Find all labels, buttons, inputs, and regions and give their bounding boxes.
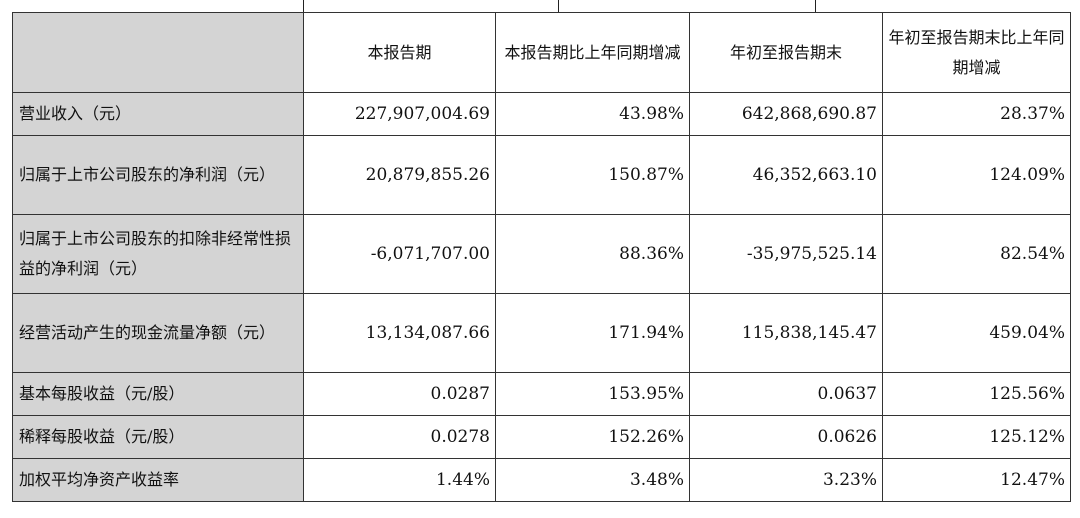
cell-ytd-yoy-change: 12.47% [882,458,1071,502]
cell-current-yoy-change: 152.26% [495,415,690,459]
row-label: 归属于上市公司股东的扣除非经常性损益的净利润（元） [12,214,304,294]
cell-current-yoy-change: 43.98% [495,92,690,136]
header-year-to-date: 年初至报告期末 [689,12,883,93]
table-row: 经营活动产生的现金流量净额（元） 13,134,087.66 171.94% 1… [12,293,1071,373]
table-row: 归属于上市公司股东的扣除非经常性损益的净利润（元） -6,071,707.00 … [12,214,1071,294]
header-current-period: 本报告期 [303,12,496,93]
cell-year-to-date: 46,352,663.10 [689,135,883,215]
cell-current-period: 0.0287 [303,372,496,416]
table-row: 加权平均净资产收益率 1.44% 3.48% 3.23% 12.47% [12,458,1071,502]
cell-current-yoy-change: 171.94% [495,293,690,373]
cell-ytd-yoy-change: 125.56% [882,372,1071,416]
cell-current-yoy-change: 153.95% [495,372,690,416]
tick-mark [558,0,559,12]
cell-year-to-date: 642,868,690.87 [689,92,883,136]
cell-current-yoy-change: 150.87% [495,135,690,215]
tick-mark [815,0,816,12]
table-row: 稀释每股收益（元/股） 0.0278 152.26% 0.0626 125.12… [12,415,1071,459]
cell-year-to-date: 0.0626 [689,415,883,459]
cell-current-period: 20,879,855.26 [303,135,496,215]
cell-year-to-date: 0.0637 [689,372,883,416]
cell-year-to-date: -35,975,525.14 [689,214,883,294]
header-corner [12,12,304,93]
table-row: 归属于上市公司股东的净利润（元） 20,879,855.26 150.87% 4… [12,135,1071,215]
row-label: 营业收入（元） [12,92,304,136]
cell-current-period: 13,134,087.66 [303,293,496,373]
tick-mark [303,0,304,12]
cell-ytd-yoy-change: 124.09% [882,135,1071,215]
cell-year-to-date: 115,838,145.47 [689,293,883,373]
cell-ytd-yoy-change: 82.54% [882,214,1071,294]
financial-data-table: 本报告期 本报告期比上年同期增减 年初至报告期末 年初至报告期末比上年同期增减 … [12,12,1071,502]
row-label: 基本每股收益（元/股） [12,372,304,416]
cell-ytd-yoy-change: 28.37% [882,92,1071,136]
header-ytd-yoy-change: 年初至报告期末比上年同期增减 [882,12,1071,93]
table-row: 营业收入（元） 227,907,004.69 43.98% 642,868,69… [12,92,1071,136]
cell-current-yoy-change: 88.36% [495,214,690,294]
header-current-yoy-change: 本报告期比上年同期增减 [495,12,690,93]
row-label: 归属于上市公司股东的净利润（元） [12,135,304,215]
cell-ytd-yoy-change: 125.12% [882,415,1071,459]
cell-current-period: 0.0278 [303,415,496,459]
cell-year-to-date: 3.23% [689,458,883,502]
cell-current-period: 1.44% [303,458,496,502]
cell-ytd-yoy-change: 459.04% [882,293,1071,373]
row-label: 稀释每股收益（元/股） [12,415,304,459]
row-label: 加权平均净资产收益率 [12,458,304,502]
cell-current-period: -6,071,707.00 [303,214,496,294]
row-label: 经营活动产生的现金流量净额（元） [12,293,304,373]
header-row: 本报告期 本报告期比上年同期增减 年初至报告期末 年初至报告期末比上年同期增减 [12,12,1071,93]
cell-current-period: 227,907,004.69 [303,92,496,136]
cell-current-yoy-change: 3.48% [495,458,690,502]
table-row: 基本每股收益（元/股） 0.0287 153.95% 0.0637 125.56… [12,372,1071,416]
